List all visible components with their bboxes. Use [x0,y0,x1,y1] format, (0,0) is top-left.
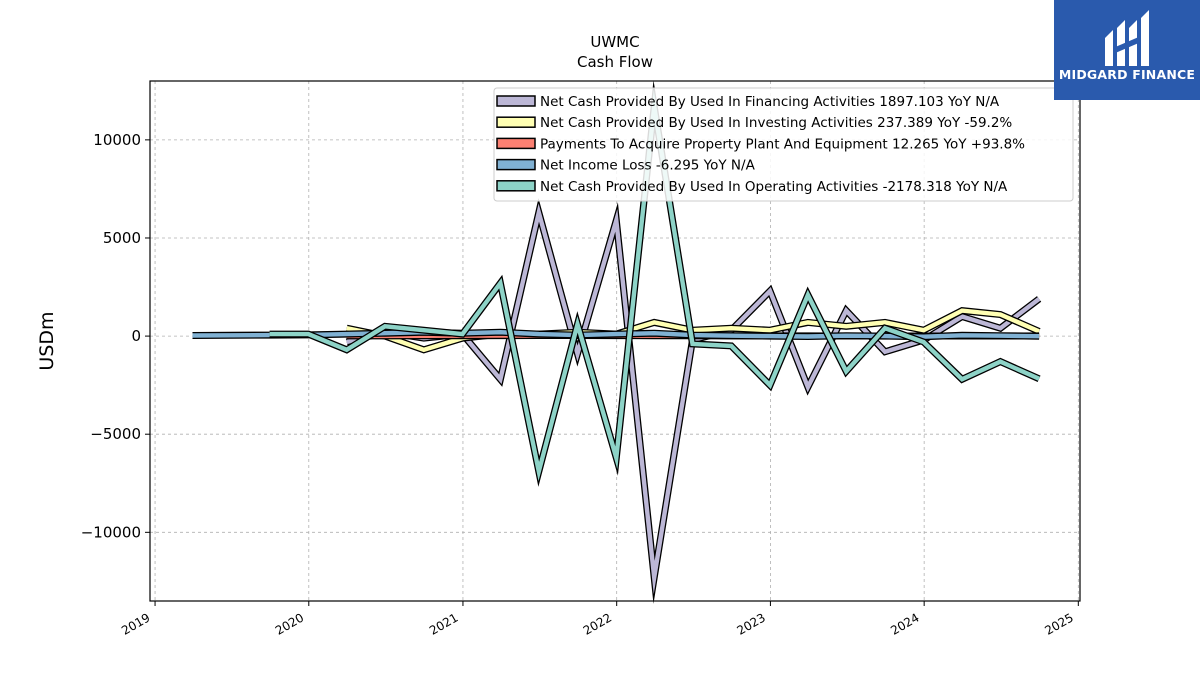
y-tick-label: 5000 [103,229,141,247]
x-tick-label: 2024 [888,610,921,637]
midgard-logo-icon [1105,10,1149,66]
legend-entry: Payments To Acquire Property Plant And E… [540,136,1025,152]
logo-text: MIDGARD FINANCE [1058,67,1196,82]
legend-swatch [496,137,536,150]
y-axis-label: USDm [36,311,58,370]
plot-frame [149,80,1081,602]
series-outline [345,198,1042,604]
x-tick-label: 2020 [273,610,306,637]
x-tick-label: 2022 [581,610,614,637]
x-tick-label: 2019 [119,610,152,637]
legend-box [493,87,1074,202]
x-tick-label: 2021 [427,610,460,637]
legend-swatch [496,158,536,171]
legend-entry: Net Income Loss -6.295 YoY N/A [540,158,756,174]
y-tick-label: −10000 [81,523,141,541]
legend-entry: Net Cash Provided By Used In Operating A… [540,179,1008,195]
y-tick-label: −5000 [90,425,141,443]
series-0 [345,198,1042,604]
legend-entry: Net Cash Provided By Used In Investing A… [540,115,1012,131]
y-tick-label: 10000 [93,131,141,149]
series-line [346,203,1041,595]
chart-title: UWMC [590,33,639,51]
y-tick-label: 0 [131,327,141,345]
midgard-finance-logo: MIDGARD FINANCE [1054,0,1200,100]
legend-swatch [496,116,536,128]
legend-entry: Net Cash Provided By Used In Financing A… [540,94,1000,110]
legend-swatch [496,180,536,192]
series-lines [192,80,1042,604]
chart-subtitle: Cash Flow [577,53,653,71]
chart-title-group: UWMC Cash Flow [577,33,653,71]
x-tick-label: 2025 [1042,610,1075,637]
legend: Net Cash Provided By Used In Financing A… [493,87,1074,202]
x-tick-label: 2023 [734,610,767,637]
legend-swatch [496,95,536,107]
